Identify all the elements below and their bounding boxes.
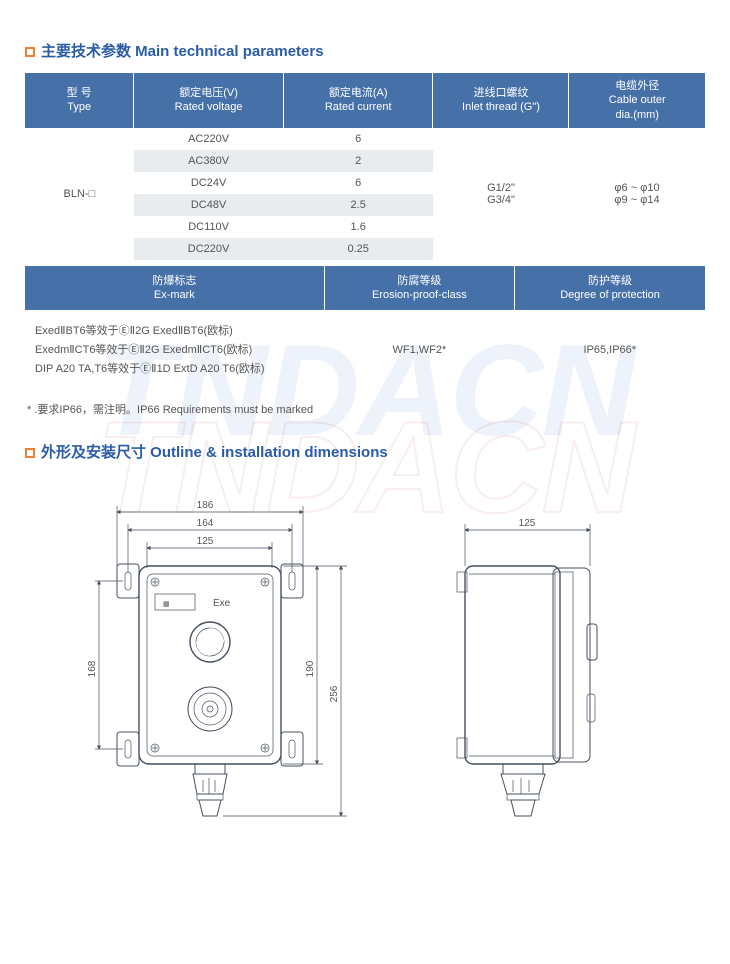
dim-164: 164 (197, 518, 214, 529)
page-content: 主要技术参数 Main technical parameters 型 号Type… (25, 40, 705, 894)
dim-256: 256 (329, 685, 340, 702)
svg-text:▦: ▦ (163, 601, 170, 608)
side-dim-125: 125 (519, 518, 536, 529)
section2-title: 外形及安装尺寸 Outline & installation dimension… (25, 441, 705, 462)
th-erosion: 防腐等级Erosion-proof-class (324, 266, 514, 311)
dim-168: 168 (87, 660, 98, 677)
td-v2: DC24V (134, 172, 284, 194)
bullet-icon (25, 448, 35, 458)
section2-title-text: 外形及安装尺寸 Outline & installation dimension… (41, 444, 388, 461)
td-cable: φ6 ~ φ10φ9 ~ φ14 (569, 128, 705, 260)
td-protection: IP65,IP66* (515, 310, 705, 390)
td-v1: AC380V (134, 150, 284, 172)
drawings-row: 186 164 125 (25, 474, 705, 894)
th-thread: 进线口螺纹Inlet thread (G") (433, 73, 569, 128)
td-v0: AC220V (134, 128, 284, 150)
td-v5: DC220V (134, 238, 284, 260)
td-a1: 2 (283, 150, 433, 172)
footnote: * .要求IP66，需注明。IP66 Requirements must be … (27, 401, 705, 417)
th-cable: 电缆外径Cable outerdia.(mm) (569, 73, 705, 128)
td-a4: 1.6 (283, 216, 433, 238)
td-v3: DC48V (134, 194, 284, 216)
side-view: 125 (425, 494, 645, 874)
th-current: 额定电流(A)Rated current (283, 73, 433, 128)
dim-186: 186 (197, 500, 214, 511)
td-a3: 2.5 (283, 194, 433, 216)
td-a0: 6 (283, 128, 433, 150)
td-a2: 6 (283, 172, 433, 194)
bullet-icon (25, 47, 35, 57)
spec-table-1: 型 号Type 额定电压(V)Rated voltage 额定电流(A)Rate… (25, 73, 705, 260)
spec-table-2: 防爆标志Ex-mark 防腐等级Erosion-proof-class 防护等级… (25, 266, 705, 391)
dim-190: 190 (305, 660, 316, 677)
td-erosion: WF1,WF2* (324, 310, 514, 390)
label-exe: Exe (213, 598, 231, 609)
section1-title: 主要技术参数 Main technical parameters (25, 40, 705, 61)
dim-125: 125 (197, 536, 214, 547)
th-voltage: 额定电压(V)Rated voltage (134, 73, 284, 128)
td-exmark: ExedⅡBT6等效于ⒺⅡ2G ExedⅡBT6(欧标) ExedmⅡCT6等效… (25, 310, 324, 390)
td-type: BLN-□ (25, 128, 134, 260)
td-thread: G1/2"G3/4" (433, 128, 569, 260)
th-exmark: 防爆标志Ex-mark (25, 266, 324, 311)
th-protection: 防护等级Degree of protection (515, 266, 705, 311)
th-type: 型 号Type (25, 73, 134, 128)
td-a5: 0.25 (283, 238, 433, 260)
mount-ear-br (281, 732, 303, 766)
section1-title-text: 主要技术参数 Main technical parameters (41, 43, 324, 60)
front-view: 186 164 125 (55, 494, 365, 874)
td-v4: DC110V (134, 216, 284, 238)
